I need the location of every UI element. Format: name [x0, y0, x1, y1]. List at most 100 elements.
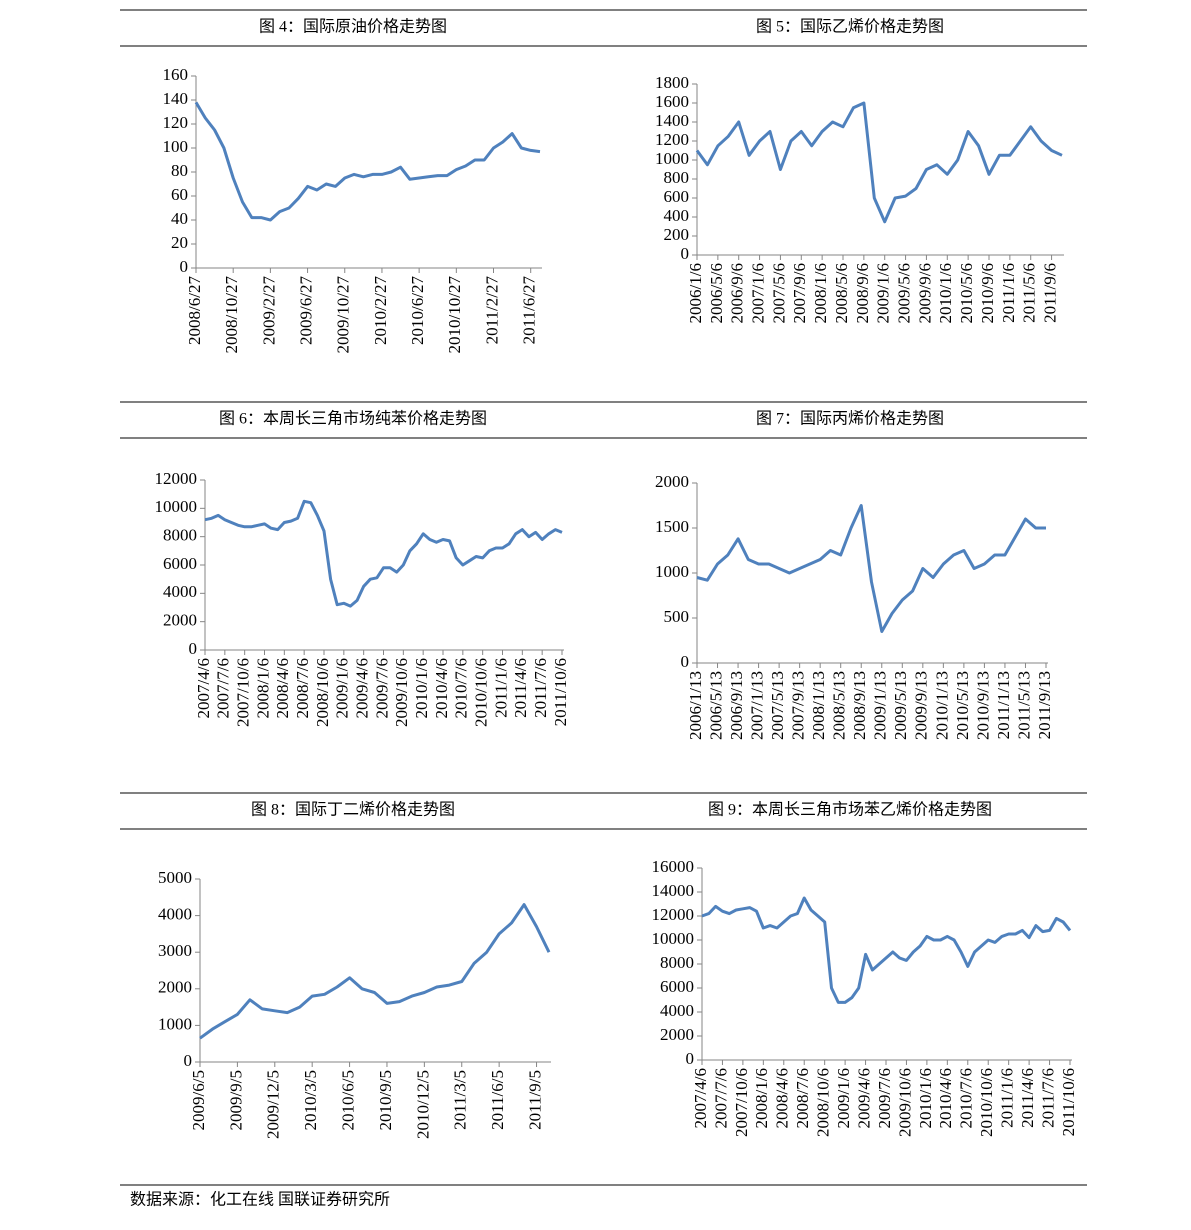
x-tick-label: 2008/9/13: [850, 671, 869, 740]
x-tick-label: 2009/1/6: [333, 658, 352, 718]
data-line: [695, 101, 1063, 224]
x-tick-label: 2009/2/27: [259, 276, 278, 345]
y-tick-label: 0: [686, 1049, 695, 1068]
x-tick-label: 2011/6/5: [488, 1070, 507, 1130]
x-tick-label: 2009/5/13: [891, 671, 910, 740]
x-tick-label: 2011/4/6: [1018, 1068, 1037, 1128]
y-tick-label: 200: [664, 225, 690, 244]
y-tick-label: 6000: [660, 977, 694, 996]
x-tick-label: 2011/9/5: [525, 1070, 544, 1130]
y-tick-label: 1000: [158, 1014, 192, 1033]
y-tick-label: 1000: [655, 562, 689, 581]
y-tick-label: 2000: [163, 611, 197, 630]
x-tick-label: 2010/6/27: [408, 276, 427, 345]
x-tick-label: 2010/9/6: [978, 263, 997, 323]
x-tick-label: 2008/10/6: [313, 658, 332, 727]
x-tick-label: 2008/1/6: [752, 1068, 771, 1128]
x-tick-label: 2008/1/6: [253, 658, 272, 718]
y-tick-label: 1500: [655, 517, 689, 536]
y-tick-label: 12000: [155, 469, 198, 488]
x-tick-label: 2010/3/5: [301, 1070, 320, 1130]
x-tick-label: 2011/9/6: [1040, 263, 1059, 323]
chart-title: 图 7：国际丙烯价格走势图: [756, 410, 944, 428]
y-tick-label: 120: [163, 113, 189, 132]
y-tick-label: 60: [171, 185, 188, 204]
x-tick-label: 2010/7/6: [452, 658, 471, 718]
y-tick-label: 16000: [652, 857, 695, 876]
x-tick-label: 2011/7/6: [1038, 1068, 1057, 1128]
x-tick-label: 2010/1/6: [936, 263, 955, 323]
chart-title: 图 4：国际原油价格走势图: [259, 18, 447, 36]
x-tick-label: 2011/1/6: [999, 263, 1018, 323]
data-line: [696, 504, 1046, 633]
x-tick-label: 2008/1/6: [811, 263, 830, 323]
y-tick-label: 1000: [655, 149, 689, 168]
x-tick-label: 2011/1/6: [998, 1068, 1017, 1128]
y-tick-label: 0: [189, 639, 198, 658]
data-line: [204, 499, 563, 608]
x-tick-label: 2008/10/27: [222, 276, 241, 354]
x-tick-label: 2009/9/5: [226, 1070, 245, 1130]
data-line: [199, 903, 551, 1040]
x-tick-label: 2007/7/6: [214, 658, 233, 718]
x-tick-label: 2008/5/6: [832, 263, 851, 323]
x-tick-label: 2009/10/6: [392, 658, 411, 727]
x-tick-label: 2010/1/13: [932, 671, 951, 740]
x-tick-label: 2010/7/6: [957, 1068, 976, 1128]
y-tick-label: 40: [171, 209, 188, 228]
y-tick-label: 140: [163, 89, 189, 108]
x-tick-label: 2009/7/6: [372, 658, 391, 718]
y-tick-label: 4000: [158, 905, 192, 924]
x-tick-label: 2009/9/6: [915, 263, 934, 323]
x-tick-label: 2009/4/6: [854, 1068, 873, 1128]
x-tick-label: 2008/6/27: [185, 276, 204, 345]
y-tick-label: 800: [664, 168, 690, 187]
x-tick-label: 2010/9/13: [973, 671, 992, 740]
x-tick-label: 2007/5/6: [769, 263, 788, 323]
y-tick-label: 2000: [655, 472, 689, 491]
x-tick-label: 2011/5/6: [1020, 263, 1039, 323]
source-note: 数据来源：化工在线 国联证券研究所: [130, 1191, 390, 1209]
x-tick-label: 2011/3/5: [451, 1070, 470, 1130]
x-tick-label: 2007/4/6: [691, 1068, 710, 1128]
x-tick-label: 2006/5/13: [706, 671, 725, 740]
x-tick-label: 2007/10/6: [732, 1068, 751, 1137]
x-tick-label: 2010/2/27: [371, 276, 390, 345]
y-tick-label: 10000: [155, 497, 198, 516]
x-tick-label: 2009/4/6: [353, 658, 372, 718]
x-tick-label: 2009/1/6: [874, 263, 893, 323]
x-tick-label: 2010/5/6: [957, 263, 976, 323]
x-tick-label: 2010/5/13: [953, 671, 972, 740]
x-tick-label: 2009/1/6: [834, 1068, 853, 1128]
x-tick-label: 2009/5/6: [894, 263, 913, 323]
y-tick-label: 2000: [660, 1025, 694, 1044]
data-line: [194, 101, 541, 222]
x-tick-label: 2007/9/6: [790, 263, 809, 323]
y-tick-label: 6000: [163, 554, 197, 573]
x-tick-label: 2010/6/5: [338, 1070, 357, 1130]
x-tick-label: 2006/5/6: [707, 263, 726, 323]
x-tick-label: 2008/7/6: [793, 1068, 812, 1128]
y-tick-label: 12000: [652, 905, 695, 924]
y-tick-label: 3000: [158, 941, 192, 960]
x-tick-label: 2010/10/6: [977, 1068, 996, 1137]
y-tick-label: 14000: [652, 881, 695, 900]
x-tick-label: 2006/1/6: [686, 263, 705, 323]
x-tick-label: 2009/9/13: [912, 671, 931, 740]
y-tick-label: 0: [180, 257, 189, 276]
y-tick-label: 5000: [158, 868, 192, 887]
y-tick-label: 20: [171, 233, 188, 252]
x-tick-label: 2009/10/27: [334, 276, 353, 354]
x-tick-label: 2008/4/6: [273, 658, 292, 718]
x-tick-label: 2007/1/13: [747, 671, 766, 740]
x-tick-label: 2010/10/27: [445, 276, 464, 354]
x-tick-label: 2007/9/13: [789, 671, 808, 740]
x-tick-label: 2010/10/6: [472, 658, 491, 727]
y-tick-label: 1200: [655, 130, 689, 149]
x-tick-label: 2009/12/5: [264, 1070, 283, 1139]
x-tick-label: 2011/10/6: [551, 658, 570, 726]
x-tick-label: 2010/4/6: [432, 658, 451, 718]
x-tick-label: 2009/6/5: [189, 1070, 208, 1130]
x-tick-label: 2011/2/27: [482, 276, 501, 345]
